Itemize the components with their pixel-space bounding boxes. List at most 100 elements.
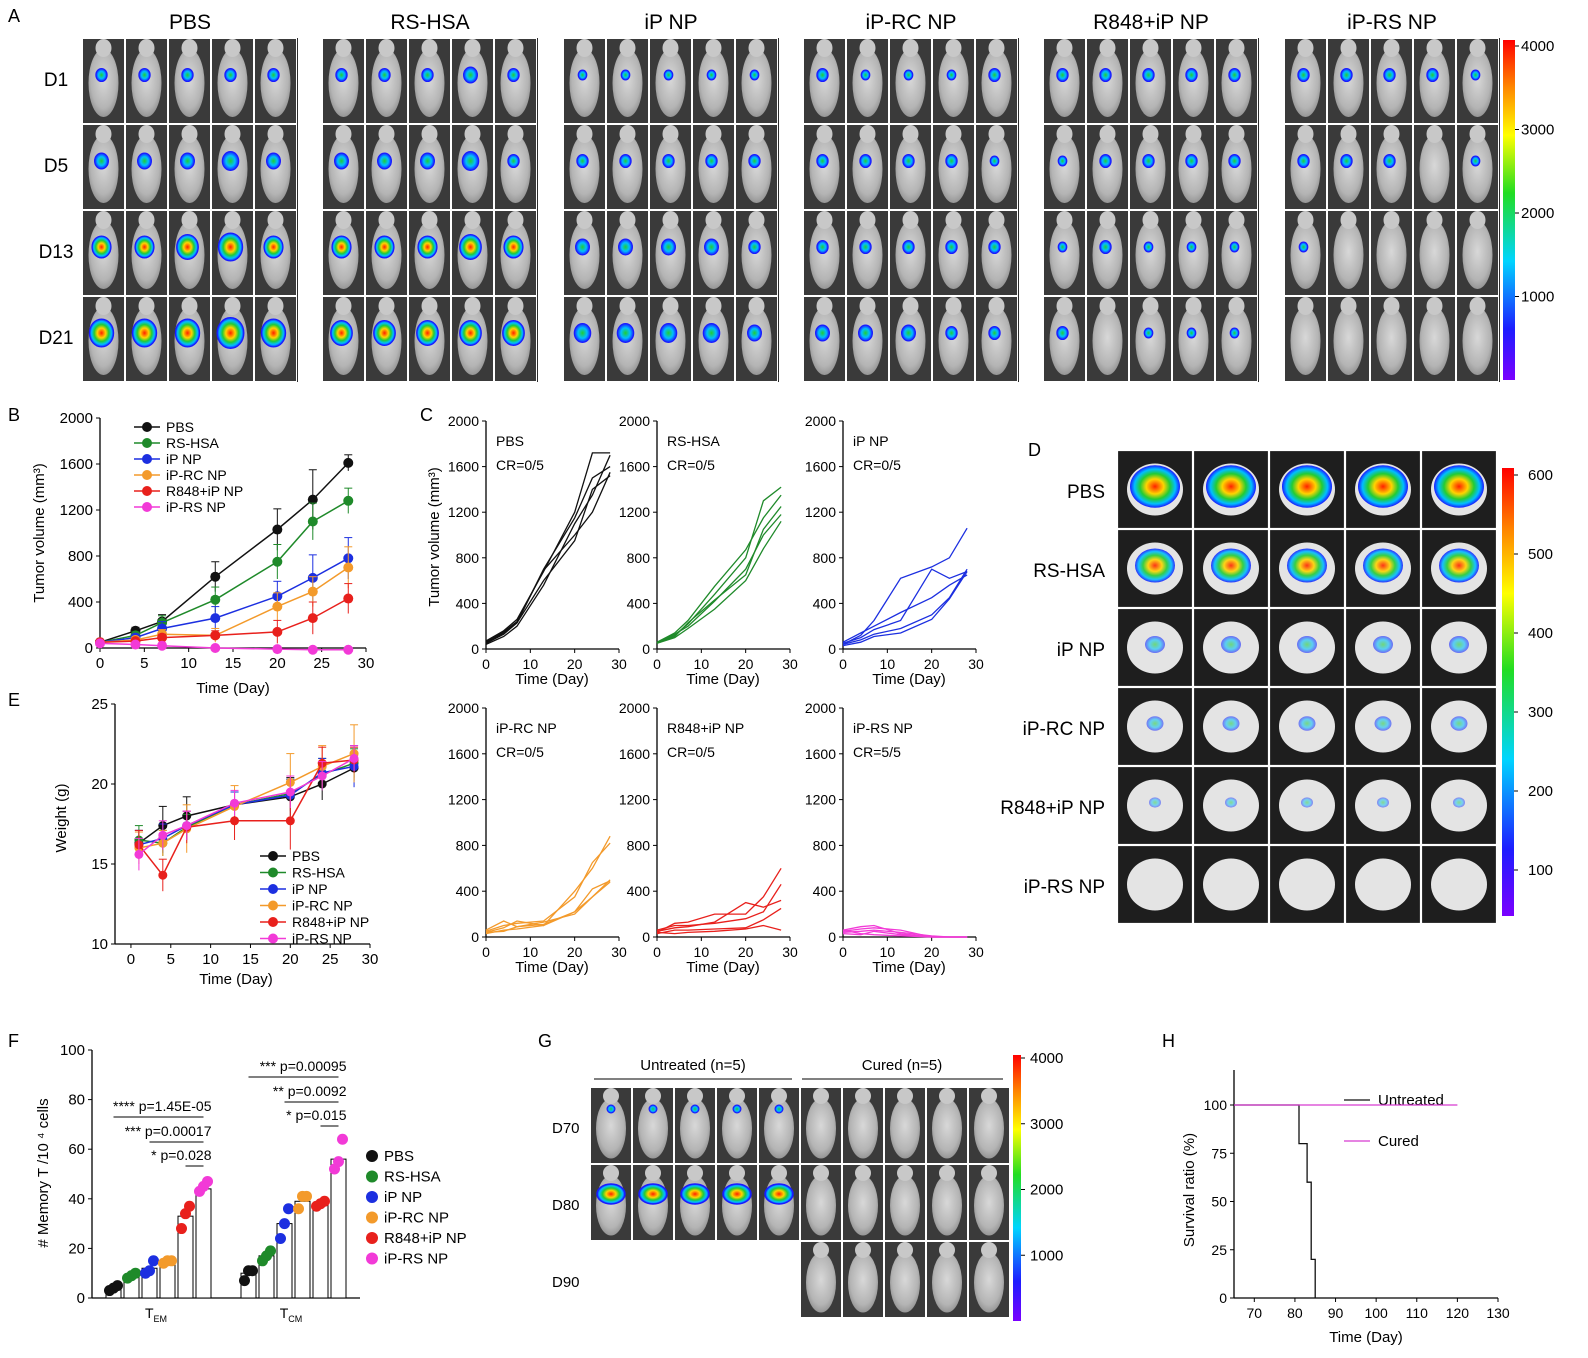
mouse-body: [806, 1252, 836, 1313]
category-label: TCM: [280, 1305, 303, 1324]
tumor-signal: [660, 238, 676, 256]
data-point: [265, 1245, 276, 1257]
mouse-image: [800, 1164, 842, 1241]
bar-group: [122, 1267, 141, 1299]
bar-group: [257, 1245, 276, 1299]
mouse-image: [1284, 124, 1327, 210]
data-point: [307, 494, 318, 505]
lung-image: [1420, 607, 1498, 688]
mouse-body: [741, 221, 772, 289]
mouse-image: [1413, 210, 1456, 296]
mouse-image: [842, 1087, 884, 1164]
tumor-signal: [88, 318, 115, 348]
mouse-head: [138, 297, 155, 315]
tumor-signal: [1143, 241, 1154, 253]
lung-image: [1192, 607, 1270, 688]
legend-marker: [268, 917, 278, 927]
mouse-body: [852, 49, 883, 117]
tumor-signal: [902, 153, 915, 169]
x-tick-label: 10: [523, 656, 539, 672]
mouse-image: [1129, 38, 1172, 124]
subplot-group: iP NP: [853, 433, 889, 449]
y-axis-title: Tumor volume (mm³): [426, 467, 443, 606]
mouse-image: [1370, 210, 1413, 296]
day-label: D80: [552, 1197, 580, 1214]
tumor-signal: [373, 319, 396, 347]
mouse-image: [451, 38, 494, 124]
mouse-image: [735, 296, 778, 382]
mouse-body: [1049, 221, 1080, 289]
lung-image: [1116, 528, 1194, 609]
survival-curve: [1234, 1104, 1316, 1298]
mouse-head: [981, 1165, 997, 1181]
legend-label: iP-RS NP: [292, 931, 352, 947]
mouse-image: [889, 124, 932, 210]
panel-label: F: [8, 1031, 19, 1051]
y-tick-label: 0: [77, 1290, 85, 1307]
mouse-head: [335, 39, 352, 57]
y-tick-label: 800: [627, 837, 651, 853]
mouse-image: [889, 38, 932, 124]
mouse-image: [1327, 296, 1370, 382]
mouse-body: [1135, 135, 1166, 203]
bar: [195, 1188, 212, 1299]
tumor-signal: [705, 153, 718, 169]
x-tick-label: 120: [1446, 1305, 1470, 1321]
mouse-image: [889, 296, 932, 382]
x-axis-title: Time (Day): [686, 671, 760, 688]
individual-line: [842, 929, 968, 938]
panel-a: A D1 D5 D13 D21 PBS RS-HSA iP NP iP-RC NP R848+iP…: [8, 6, 1554, 382]
tumor-signal: [507, 153, 520, 169]
mouse-head: [662, 211, 679, 229]
group-title: Cured (n=5): [862, 1057, 942, 1074]
data-point: [301, 1190, 312, 1202]
mouse-body: [852, 221, 883, 289]
panel-h-survival: H 0 25 50 75 100 70 80 90 100 110 120 130 Time (Day) S…: [1162, 1031, 1510, 1346]
lung-signal: [1149, 797, 1161, 808]
data-point: [230, 798, 240, 808]
mouse-head: [138, 39, 155, 57]
x-axis-title: Time (Day): [1329, 1329, 1403, 1346]
lung-tissue: [1127, 858, 1183, 911]
colorbar-label: 2000: [1521, 205, 1554, 222]
lung-image: [1192, 765, 1270, 846]
mouse-body: [722, 1098, 752, 1159]
mouse-body: [852, 135, 883, 203]
lung-image: [1116, 449, 1194, 530]
tumor-signal: [576, 153, 589, 169]
mouse-image: [563, 38, 606, 124]
mouse-image: [649, 296, 692, 382]
mouse-head: [181, 39, 198, 57]
y-tick-label: 2000: [60, 410, 93, 427]
series: iP-RS NP: [95, 499, 354, 655]
tumor-signal: [1186, 327, 1197, 339]
lung-signal: [1282, 465, 1332, 508]
mouse-image: [82, 38, 125, 124]
tumor-signal: [663, 69, 674, 81]
data-point: [275, 1232, 286, 1244]
lung-image: [1344, 528, 1422, 609]
tumor-signal: [859, 153, 872, 169]
y-tick-label: 800: [68, 548, 93, 565]
tumor-signal: [857, 324, 873, 342]
panel-e-body-weight: E 10 15 20 25 0 5 10 15 20 25 30 Time (Day) Weight (g…: [8, 690, 378, 988]
row-label: iP-RS NP: [1024, 877, 1105, 898]
tumor-signal: [260, 318, 287, 348]
mouse-body: [974, 1098, 1004, 1159]
mouse-head: [421, 211, 438, 229]
mouse-head: [576, 297, 593, 315]
individual-line: [485, 452, 611, 642]
lung-image: [1192, 844, 1270, 925]
mouse-image: [365, 38, 408, 124]
tumor-signal: [903, 69, 914, 81]
data-point: [317, 771, 327, 781]
y-tick-label: 1200: [805, 504, 836, 520]
y-tick-label: 1600: [448, 746, 479, 762]
mouse-head: [1056, 297, 1073, 315]
mouse-head: [816, 211, 833, 229]
mouse-image: [494, 124, 537, 210]
tumor-signal: [1228, 67, 1241, 83]
x-tick-label: 110: [1406, 1305, 1429, 1321]
tumor-signal: [816, 239, 829, 255]
mouse-body: [680, 1098, 710, 1159]
